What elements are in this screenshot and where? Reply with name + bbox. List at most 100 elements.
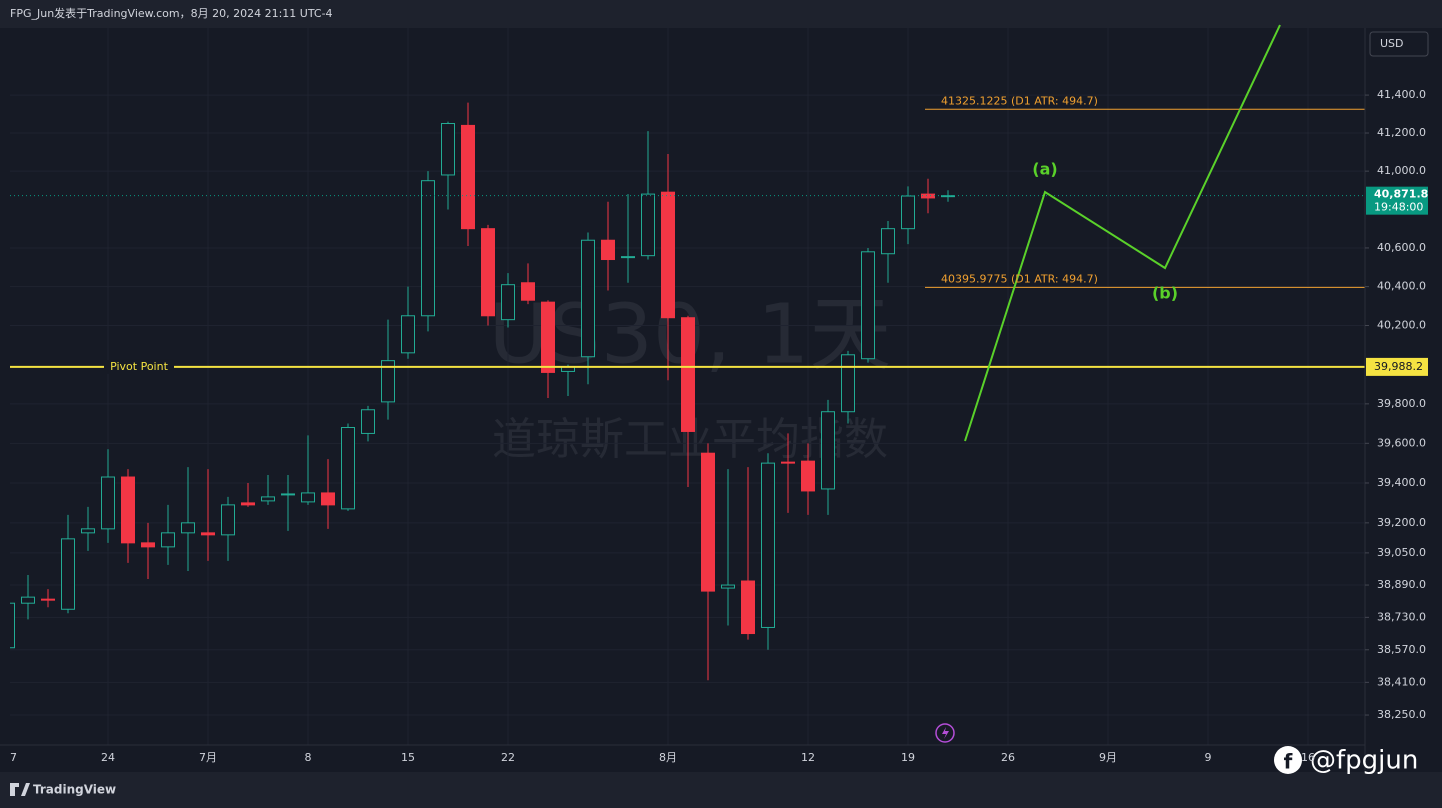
candle-body (321, 492, 335, 506)
candle-body (901, 195, 915, 230)
candle-body (441, 123, 455, 176)
candle-body (881, 228, 895, 255)
candle-body (481, 228, 495, 317)
y-tick-label: 39,600.0 (1377, 436, 1426, 449)
candle-body (141, 542, 155, 548)
candle-body (721, 584, 735, 589)
footer-logo (10, 783, 30, 796)
annotation: (a) (1032, 160, 1057, 179)
y-tick-label: 41,000.0 (1377, 164, 1426, 177)
candle-body (421, 180, 435, 317)
candle-body (81, 528, 95, 534)
candle-body (241, 502, 255, 506)
candle-body (461, 124, 475, 230)
countdown-label: 19:48:00 (1374, 201, 1423, 214)
header-title: FPG_Jun发表于TradingView.com，8月 20, 2024 21… (10, 6, 333, 20)
x-tick-label: 8月 (659, 751, 677, 764)
x-tick-label: 12 (801, 751, 815, 764)
candle-body (681, 317, 695, 432)
candle-body (121, 476, 135, 544)
social-icon (1274, 746, 1302, 774)
candle-body (621, 256, 635, 259)
candle-body (181, 522, 195, 534)
candle-body (261, 496, 275, 502)
y-tick-label: 38,570.0 (1377, 643, 1426, 656)
social-icon-f: f (1284, 750, 1293, 774)
candle-body (601, 239, 615, 261)
last-price-label: 40,871.8 (1374, 188, 1428, 201)
pivot-price-box (1366, 357, 1428, 376)
candle-body (281, 493, 295, 496)
header-bar (0, 0, 1442, 28)
plot (10, 102, 1365, 681)
y-tick-label: 41,400.0 (1377, 88, 1426, 101)
candle-body (541, 301, 555, 373)
x-tick-label: 22 (501, 751, 515, 764)
candle-body (641, 193, 655, 257)
pivot-name: Pivot Point (110, 360, 168, 373)
candle-body (341, 427, 355, 510)
y-tick-label: 39,200.0 (1377, 516, 1426, 529)
pivot-price-label: 39,988.2 (1374, 360, 1423, 373)
footer-bar (0, 772, 1442, 808)
candle-body (101, 476, 115, 530)
candle-body (221, 504, 235, 536)
last-price-box (1366, 186, 1428, 215)
x-tick-label: 7 (10, 751, 17, 764)
footer-brand: TradingView (33, 783, 116, 797)
candle-body (841, 354, 855, 413)
y-tick-label: 38,730.0 (1377, 610, 1426, 623)
y-tick-label: 40,400.0 (1377, 280, 1426, 293)
candle-body (61, 538, 75, 610)
candle-body (741, 580, 755, 635)
x-tick-label: 26 (1001, 751, 1015, 764)
candle-body (401, 315, 415, 354)
candle-body (781, 461, 795, 464)
y-tick-label: 40,600.0 (1377, 241, 1426, 254)
candle-body (161, 532, 175, 548)
y-tick-label: 38,890.0 (1377, 578, 1426, 591)
pivot-name-bg (104, 359, 174, 374)
candle-body (301, 492, 315, 503)
atr-level-label: 41325.1225 (D1 ATR: 494.7) (941, 94, 1098, 107)
x-tick-label: 24 (101, 751, 115, 764)
atr-level-label: 40395.9775 (D1 ATR: 494.7) (941, 272, 1098, 285)
x-tick-label: 9 (1205, 751, 1212, 764)
candle-body (521, 282, 535, 301)
candle-body (41, 598, 55, 601)
candle-body (701, 452, 715, 592)
x-tick-label: 19 (901, 751, 915, 764)
event-icon[interactable] (935, 723, 955, 743)
candle-body (581, 239, 595, 358)
y-tick-label: 39,400.0 (1377, 476, 1426, 489)
candle-body (661, 191, 675, 319)
y-tick-label: 38,250.0 (1377, 708, 1426, 721)
candle-body (801, 460, 815, 492)
y-tick-label: 39,800.0 (1377, 397, 1426, 410)
candle-body (361, 409, 375, 434)
currency-box[interactable] (1369, 31, 1429, 57)
x-tick-label: 15 (401, 751, 415, 764)
candle-body (921, 193, 935, 199)
candle-body (201, 532, 215, 536)
author-tag: @fpgjun (1310, 746, 1418, 776)
candle-body (381, 360, 395, 403)
y-tick-label: 41,200.0 (1377, 126, 1426, 139)
y-tick-label: 38,410.0 (1377, 675, 1426, 688)
candle-body (21, 596, 35, 604)
candle-body (941, 195, 955, 198)
wave-drawing (964, 24, 1281, 442)
candle-body (821, 411, 835, 490)
candle-body (501, 284, 515, 321)
x-tick-label: 8 (305, 751, 312, 764)
x-tick-label: 9月 (1099, 751, 1117, 764)
annotation: (b) (1152, 284, 1178, 303)
x-tick-label: 16 (1301, 751, 1315, 764)
candle-body (761, 462, 775, 628)
currency[interactable]: USD (1380, 37, 1404, 50)
y-tick-label: 39,050.0 (1377, 546, 1426, 559)
y-tick-label: 40,200.0 (1377, 319, 1426, 332)
candle-body (10, 602, 15, 649)
